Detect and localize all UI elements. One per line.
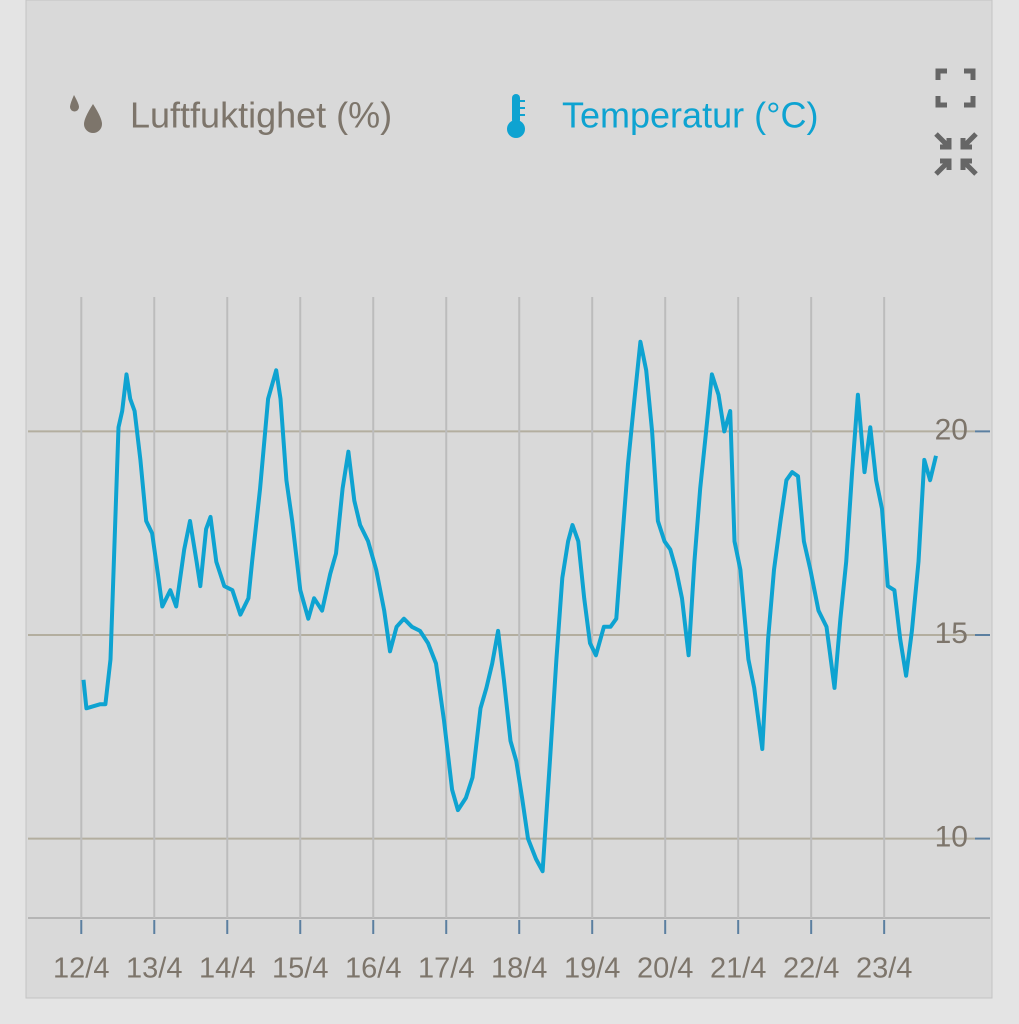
- expand-icon[interactable]: [935, 68, 976, 108]
- x-tick-label: 15/4: [272, 953, 328, 985]
- x-tick-label: 17/4: [418, 953, 474, 985]
- x-tick-label: 18/4: [491, 953, 547, 985]
- legend-label[interactable]: Temperatur (°C): [562, 95, 818, 136]
- x-tick-label: 21/4: [710, 953, 766, 985]
- x-tick-label: 23/4: [856, 953, 912, 985]
- temperature-icon: [507, 94, 525, 138]
- x-tick-label: 20/4: [637, 953, 693, 985]
- x-tick-label: 13/4: [126, 953, 182, 985]
- x-tick-label: 16/4: [345, 953, 401, 985]
- y-tick-label: 20: [935, 413, 968, 446]
- x-tick-label: 19/4: [564, 953, 620, 985]
- collapse-icon[interactable]: [934, 132, 978, 176]
- legend-label[interactable]: Luftfuktighet (%): [130, 95, 392, 136]
- card: [25, 0, 993, 999]
- x-tick-label: 14/4: [199, 953, 255, 985]
- x-tick-label: 12/4: [53, 953, 109, 985]
- humidity-icon: [70, 95, 102, 133]
- x-tick-label: 22/4: [783, 953, 839, 985]
- temperature-line: [81, 339, 938, 874]
- y-tick-label: 10: [935, 821, 968, 854]
- y-tick-label: 15: [935, 617, 968, 650]
